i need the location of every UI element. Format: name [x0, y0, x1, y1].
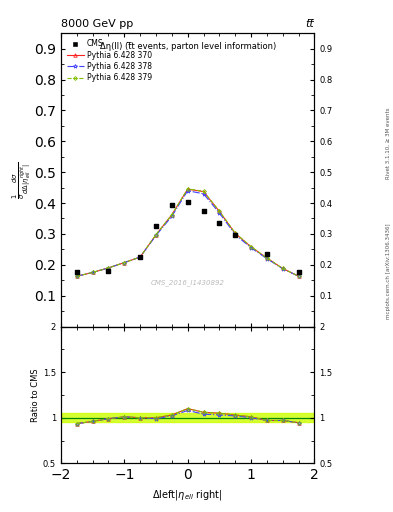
Point	[137, 253, 143, 261]
Bar	[61, 413, 314, 422]
Y-axis label: $\frac{1}{\sigma}\frac{d\sigma}{d\Delta|\eta_{ell}^{right}|}$: $\frac{1}{\sigma}\frac{d\sigma}{d\Delta|…	[10, 161, 33, 199]
Legend: CMS, Pythia 6.428 370, Pythia 6.428 378, Pythia 6.428 379: CMS, Pythia 6.428 370, Pythia 6.428 378,…	[65, 37, 154, 84]
Text: Rivet 3.1.10, ≥ 3M events: Rivet 3.1.10, ≥ 3M events	[386, 108, 391, 179]
Point	[73, 268, 80, 276]
Text: tt̅: tt̅	[306, 19, 314, 29]
Point	[232, 231, 238, 240]
Y-axis label: Ratio to CMS: Ratio to CMS	[31, 368, 40, 422]
Point	[264, 250, 270, 258]
Text: Δη(ll) (t̅̅t events, parton level information): Δη(ll) (t̅̅t events, parton level inform…	[99, 42, 276, 51]
Text: 8000 GeV pp: 8000 GeV pp	[61, 19, 133, 29]
X-axis label: $\Delta$left$|\eta_{ell}$ right$|$: $\Delta$left$|\eta_{ell}$ right$|$	[152, 488, 223, 502]
Point	[153, 222, 159, 230]
Text: mcplots.cern.ch [arXiv:1306.3436]: mcplots.cern.ch [arXiv:1306.3436]	[386, 224, 391, 319]
Point	[296, 268, 302, 276]
Point	[185, 198, 191, 206]
Point	[105, 267, 112, 275]
Text: CMS_2016_I1430892: CMS_2016_I1430892	[151, 279, 225, 286]
Point	[216, 219, 222, 227]
Point	[200, 207, 207, 215]
Point	[169, 201, 175, 209]
